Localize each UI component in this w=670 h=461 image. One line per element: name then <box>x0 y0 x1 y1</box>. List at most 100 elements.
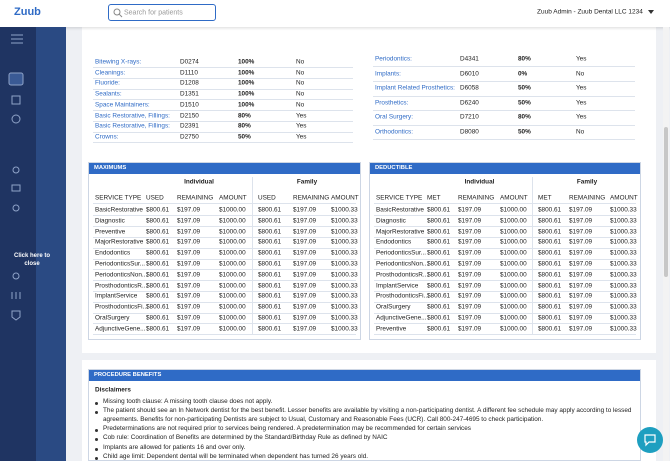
amount-cell: $800.61 <box>538 314 562 322</box>
coverage-percent: 80% <box>238 112 251 119</box>
amount-cell: $800.61 <box>538 260 562 268</box>
amount-cell: $197.09 <box>569 206 593 214</box>
amount-cell: $197.09 <box>177 271 201 279</box>
row-divider <box>93 78 353 80</box>
amount-cell: $800.61 <box>427 260 451 268</box>
service-link[interactable]: Sealants: <box>95 90 122 98</box>
row-divider <box>93 67 353 69</box>
row-divider <box>93 120 353 122</box>
bullet <box>95 457 98 461</box>
amount-cell: $1000.00 <box>219 260 246 268</box>
group-label: Family <box>296 178 318 186</box>
amount-cell: $800.61 <box>427 282 451 290</box>
amount-cell: $197.09 <box>458 325 482 333</box>
search-box[interactable]: Search for patients <box>108 4 216 21</box>
account-menu[interactable]: Zuub Admin - Zuub Dental LLC 1234 <box>537 8 643 16</box>
coverage-percent: 80% <box>518 55 531 63</box>
amount-cell: $197.09 <box>458 260 482 268</box>
amount-cell: $197.09 <box>293 228 317 236</box>
amount-cell: $1000.33 <box>331 260 358 268</box>
amount-cell: $800.61 <box>538 228 562 236</box>
amount-cell: $197.09 <box>458 314 482 322</box>
amount-cell: $1000.33 <box>331 206 358 214</box>
frequency-flag: Yes <box>576 55 587 63</box>
procedure-code: D2750 <box>180 133 199 141</box>
amount-cell: $1000.00 <box>500 217 527 225</box>
service-link[interactable]: Bitewing X-rays: <box>95 58 142 66</box>
close-label[interactable]: Click here to close <box>13 253 50 267</box>
service-link[interactable]: Basic Restorative, Fillings: <box>95 122 170 130</box>
procedure-code: D0274 <box>180 58 199 66</box>
amount-cell: $800.61 <box>258 314 282 322</box>
bullet <box>95 438 98 442</box>
service-type: ProsthodonticsFi... <box>376 292 429 300</box>
row-divider <box>93 110 353 112</box>
scrollbar[interactable] <box>663 27 669 461</box>
sidebar-icons <box>8 34 24 321</box>
procedure-code: D1351 <box>180 90 199 98</box>
amount-cell: $800.61 <box>146 271 170 279</box>
amount-cell: $1000.00 <box>500 314 527 322</box>
amount-cell: $800.61 <box>258 303 282 311</box>
service-link[interactable]: Periodontics: <box>375 55 412 63</box>
group-label: Individual <box>464 178 495 186</box>
service-link[interactable]: Prosthetics: <box>375 99 409 107</box>
amount-cell: $1000.33 <box>610 292 637 300</box>
row-divider <box>374 226 636 228</box>
service-type: ImplantService <box>95 292 138 300</box>
service-link[interactable]: Space Maintainers: <box>95 101 150 109</box>
procedure-code: D4341 <box>460 55 479 63</box>
logo[interactable]: Zuub <box>14 6 41 18</box>
disclaimer-item: Missing tooth clause: A missing tooth cl… <box>103 398 273 405</box>
column-header: REMAINING <box>293 194 330 202</box>
amount-cell: $800.61 <box>427 217 451 225</box>
service-type: Diagnostic <box>95 217 125 225</box>
amount-cell: $1000.33 <box>331 249 358 257</box>
service-link[interactable]: Implant Related Prosthetics: <box>375 84 455 92</box>
amount-cell: $197.09 <box>293 314 317 322</box>
amount-cell: $1000.33 <box>331 325 358 333</box>
amount-cell: $197.09 <box>458 271 482 279</box>
service-link[interactable]: Implants: <box>375 70 401 78</box>
frequency-flag: No <box>296 101 305 109</box>
service-link[interactable]: Oral Surgery: <box>375 113 414 121</box>
amount-cell: $197.09 <box>458 217 482 225</box>
service-link[interactable]: Orthodontics: <box>375 128 414 136</box>
amount-cell: $800.61 <box>258 249 282 257</box>
amount-cell: $1000.33 <box>331 228 358 236</box>
service-type: OralSurgery <box>376 303 411 311</box>
amount-cell: $197.09 <box>293 282 317 290</box>
column-header: REMAINING <box>569 194 606 202</box>
column-header: USED <box>146 194 164 202</box>
amount-cell: $800.61 <box>427 249 451 257</box>
amount-cell: $800.61 <box>538 325 562 333</box>
service-link[interactable]: Crowns: <box>95 133 119 141</box>
frequency-flag: No <box>576 128 585 136</box>
amount-cell: $197.09 <box>458 238 482 246</box>
close-overlay[interactable] <box>36 27 66 461</box>
dropdown-caret <box>648 10 654 14</box>
disclaimer-item: Child age limit: Dependent dental will b… <box>103 453 369 461</box>
procedure-code: D6240 <box>460 99 479 107</box>
row-divider <box>373 139 635 141</box>
scroll-thumb[interactable] <box>664 127 668 277</box>
row-divider <box>374 312 636 314</box>
row-divider <box>374 334 636 336</box>
service-link[interactable]: Basic Restorative, Fillings: <box>95 112 170 119</box>
amount-cell: $1000.00 <box>500 271 527 279</box>
amount-cell: $1000.00 <box>500 228 527 236</box>
sidebar <box>0 27 36 461</box>
amount-cell: $1000.00 <box>219 325 246 333</box>
section-title: DEDUCTIBLE <box>370 163 640 174</box>
group-label: Individual <box>184 178 214 186</box>
coverage-percent: 100% <box>238 58 255 66</box>
service-type: ProsthodonticsR... <box>95 282 148 290</box>
group-divider <box>532 177 533 335</box>
frequency-flag: Yes <box>576 84 587 92</box>
procedure-code: D6010 <box>460 70 479 78</box>
row-divider <box>93 226 356 228</box>
service-link[interactable]: Fluoride: <box>95 79 120 87</box>
chat-button[interactable] <box>637 427 663 453</box>
service-link[interactable]: Cleanings: <box>95 69 126 77</box>
frequency-flag: No <box>296 69 305 77</box>
